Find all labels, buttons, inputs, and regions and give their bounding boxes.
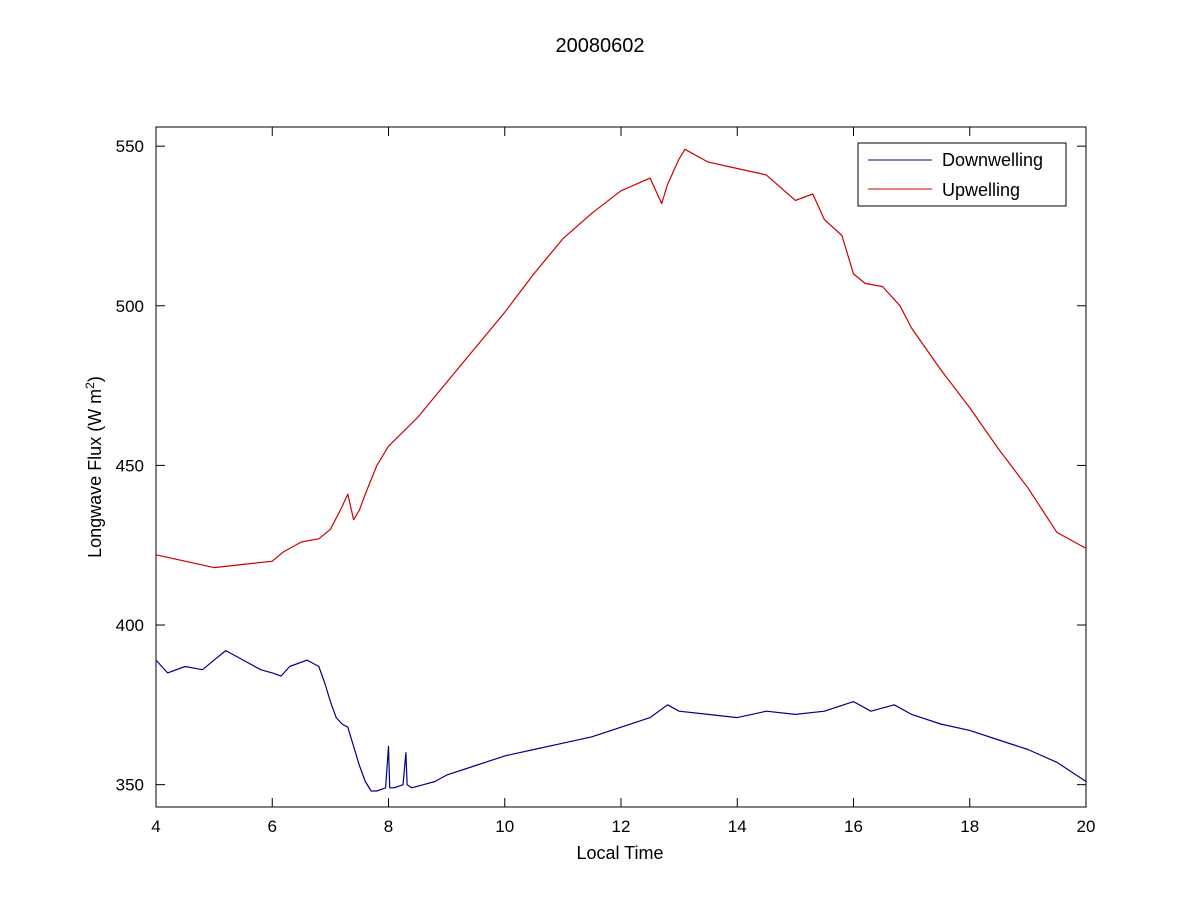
series-lines [155,148,1087,792]
plot-frame [155,126,1087,808]
y-tick-label: 450 [116,456,144,475]
series-line-upwelling [155,148,1087,569]
x-tick-label: 14 [728,817,747,836]
y-axis-title-superscript: 2 [83,382,97,389]
x-axis-title: Local Time [576,843,663,863]
x-tick-label: 10 [495,817,514,836]
legend: Downwelling Upwelling [857,142,1067,207]
y-axis-title-main: Longwave Flux (W m [85,389,105,558]
x-tick-label: 6 [268,817,277,836]
x-tick-label: 20 [1077,817,1096,836]
plot-area: 4 6 8 10 12 14 16 18 20 350 400 450 500 550 [116,126,1095,836]
y-tick-label: 500 [116,297,144,316]
x-tick-label: 12 [612,817,631,836]
legend-label-upwelling: Upwelling [942,180,1020,200]
x-axis-ticks: 4 6 8 10 12 14 16 18 20 [151,127,1095,836]
x-tick-label: 4 [151,817,160,836]
series-line-downwelling [155,649,1087,792]
y-axis-ticks: 350 400 450 500 550 [116,137,1086,795]
y-tick-label: 550 [116,137,144,156]
legend-box [857,142,1067,207]
y-tick-label: 350 [116,776,144,795]
chart-title: 20080602 [556,35,645,57]
y-axis-title-close: ) [85,376,105,382]
x-tick-label: 8 [384,817,393,836]
legend-label-downwelling: Downwelling [942,150,1043,170]
y-axis-title: Longwave Flux (W m2) [83,376,105,558]
y-tick-label: 400 [116,616,144,635]
x-tick-label: 16 [844,817,863,836]
x-tick-label: 18 [960,817,979,836]
